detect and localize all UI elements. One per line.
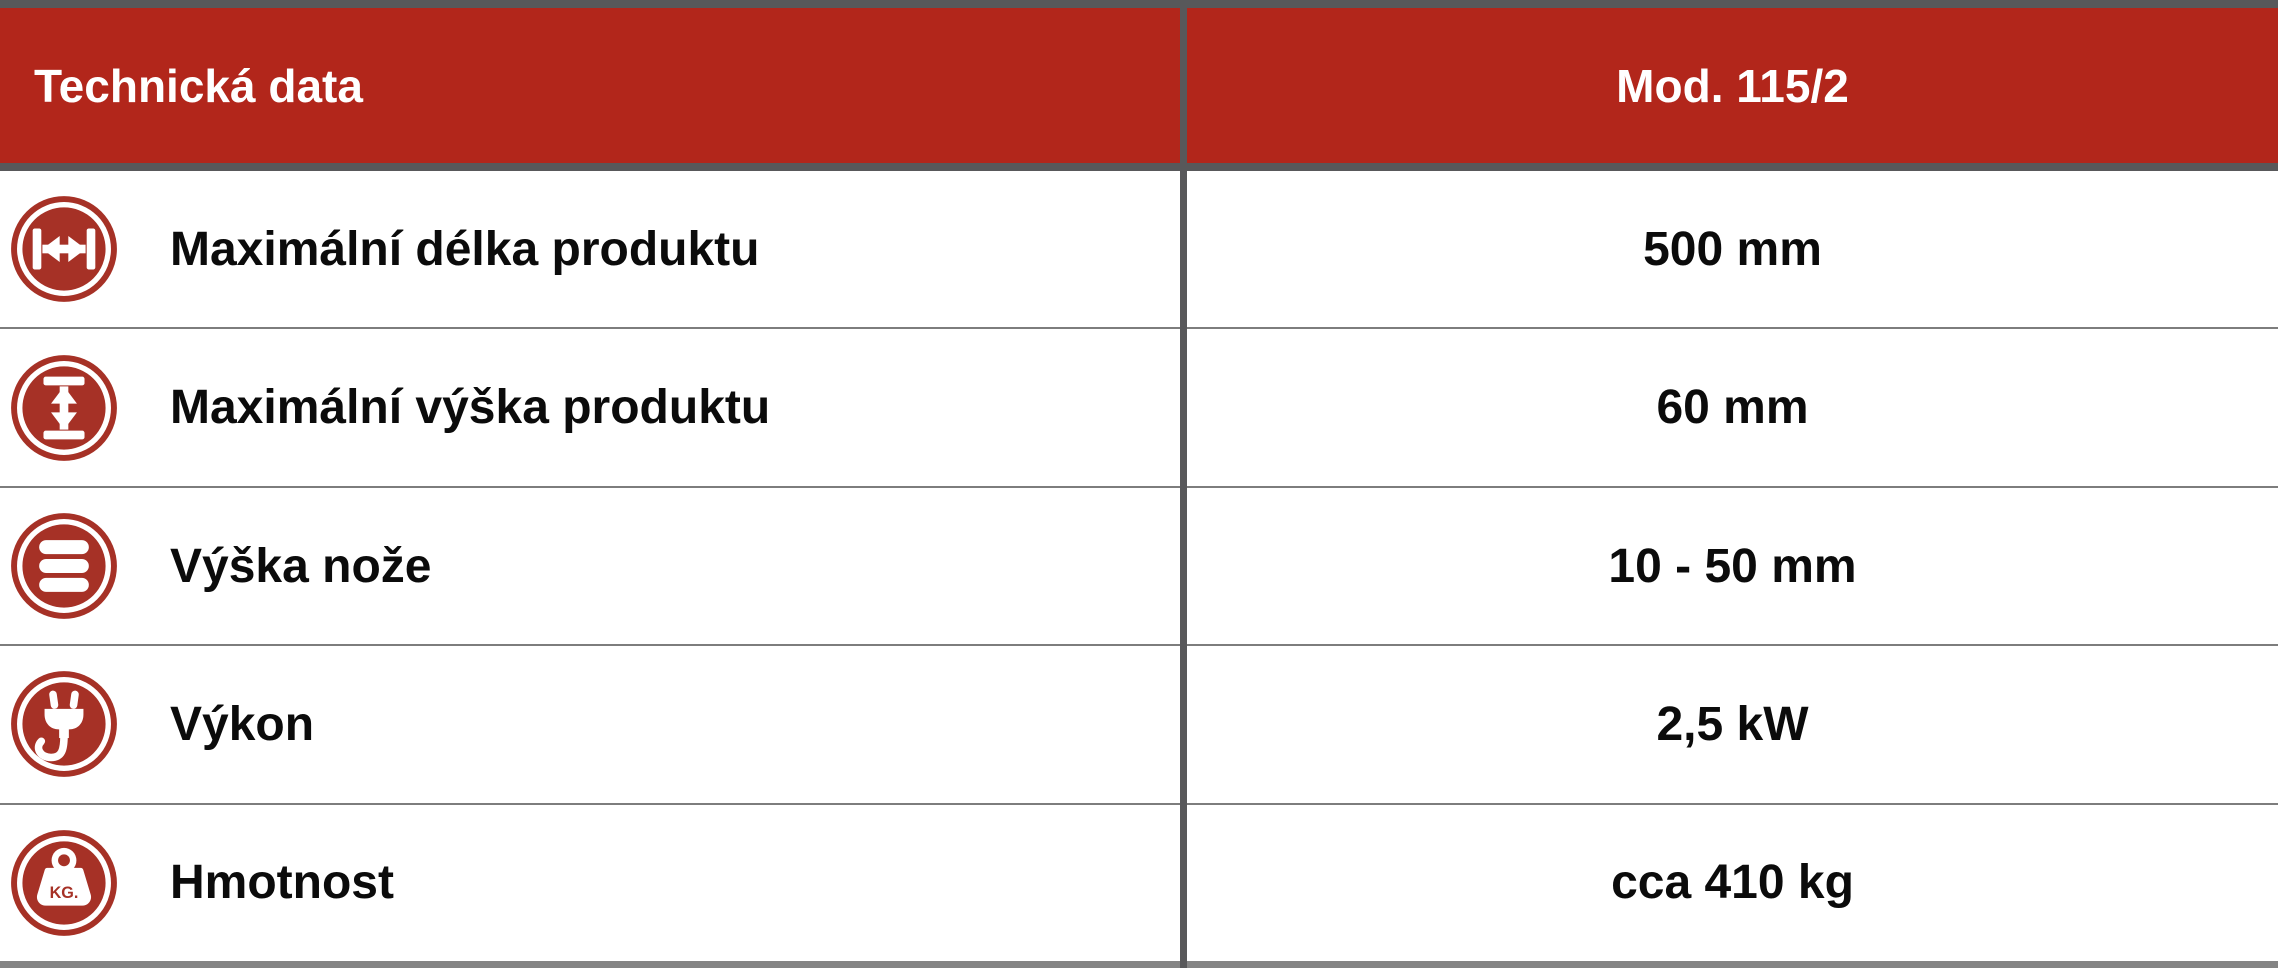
height-arrow-icon: [10, 354, 118, 462]
row-label: Maximální délka produktu: [170, 222, 760, 276]
row-value: 10 - 50 mm: [1608, 539, 1857, 593]
header-cell-model: Mod. 115/2: [1180, 8, 2278, 163]
weight-kg-icon: KG.: [10, 829, 118, 937]
row-value: cca 410 kg: [1611, 856, 1854, 910]
row-value: 500 mm: [1643, 222, 1822, 276]
row-label: Výkon: [170, 697, 315, 751]
knife-height-icon: [10, 512, 118, 620]
value-cell: 2,5 kW: [1180, 646, 2278, 802]
row-label: Výška nože: [170, 539, 432, 593]
table-row-max-height: Maximální výška produktu 60 mm: [0, 327, 2278, 486]
label-cell: Maximální výška produktu: [0, 329, 1180, 485]
table-body: Maximální délka produktu 500 mm: [0, 171, 2278, 962]
table-row-knife-height: Výška nože 10 - 50 mm: [0, 485, 2278, 645]
table-title: Technická data: [34, 59, 363, 112]
label-cell: Výkon: [0, 646, 1180, 802]
row-value: 60 mm: [1656, 381, 1809, 435]
label-cell: Výška nože: [0, 488, 1180, 644]
row-value: 2,5 kW: [1656, 697, 1809, 751]
table-row-power: Výkon 2,5 kW: [0, 644, 2278, 803]
header-cell-title: Technická data: [0, 8, 1180, 163]
power-plug-icon: [10, 670, 118, 778]
label-cell: KG. Hmotnost: [0, 805, 1180, 961]
value-cell: cca 410 kg: [1180, 805, 2278, 961]
table-row-weight: KG. Hmotnost cca 410 kg: [0, 802, 2278, 962]
row-label: Maximální výška produktu: [170, 381, 771, 435]
value-cell: 60 mm: [1180, 329, 2278, 485]
label-cell: Maximální délka produktu: [0, 171, 1180, 327]
value-cell: 10 - 50 mm: [1180, 488, 2278, 644]
length-arrow-icon: [10, 195, 118, 303]
table-header-row: Technická data Mod. 115/2: [0, 0, 2278, 171]
row-label: Hmotnost: [170, 856, 394, 910]
table-bottom-border: [0, 961, 2278, 968]
table-row-max-length: Maximální délka produktu 500 mm: [0, 171, 2278, 328]
kg-label: KG.: [50, 884, 79, 902]
value-cell: 500 mm: [1180, 171, 2278, 327]
column-divider: [1180, 0, 1187, 968]
model-label: Mod. 115/2: [1616, 59, 1849, 112]
